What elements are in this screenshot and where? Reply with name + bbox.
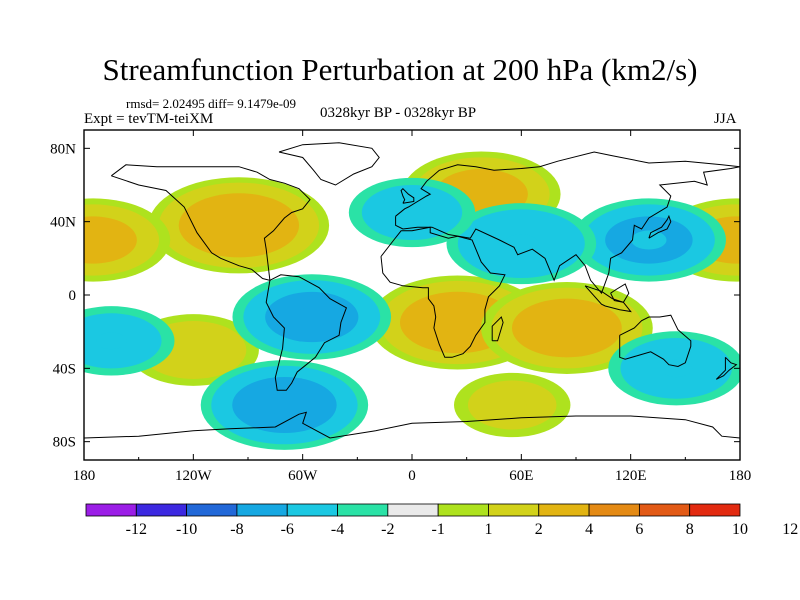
colorbar-swatch (186, 503, 238, 517)
colorbar-label: -10 (176, 521, 197, 538)
colorbar-swatch (588, 503, 640, 517)
field-core (463, 184, 500, 204)
lon-tick-label: 60E (509, 468, 533, 484)
field-core (504, 234, 539, 253)
colorbar-label: 1 (484, 521, 492, 538)
lon-tick-label: 180 (729, 468, 752, 484)
lat-tick-label: 40S (53, 361, 76, 377)
colorbar-label: -12 (126, 521, 147, 538)
colorbar-swatch (437, 503, 489, 517)
field-core (660, 359, 693, 378)
lon-tick-label: 120E (615, 468, 647, 484)
period-label: 0328kyr BP - 0328kyr BP (320, 105, 477, 121)
coastlines (84, 142, 740, 439)
field-core (631, 230, 667, 250)
experiment-label: Expt = tevTM-teiXM (84, 111, 214, 127)
season-label: JJA (714, 111, 737, 127)
field-anomaly (148, 177, 330, 274)
field-anomaly (608, 331, 740, 406)
borneo-coast (610, 283, 630, 303)
field-anomaly (232, 274, 392, 360)
colorbar-swatch (689, 503, 741, 517)
field-anomaly (84, 198, 171, 282)
field-anomaly (446, 203, 597, 285)
field-core (218, 214, 259, 237)
new-zealand-coast (715, 356, 738, 380)
field-core (96, 332, 127, 350)
lat-tick-label: 40N (50, 215, 76, 231)
field-core (396, 204, 428, 221)
colorbar-swatch (387, 503, 439, 517)
lat-tick-label: 80S (53, 435, 76, 451)
indonesia-coast (584, 285, 632, 313)
lon-tick-label: 60W (288, 468, 318, 484)
field-anomaly (348, 177, 476, 248)
field-core (547, 317, 587, 339)
north-america-coast (110, 164, 311, 281)
colorbar-label: -8 (230, 521, 243, 538)
colorbar-label: 6 (635, 521, 643, 538)
colorbar-swatch (85, 503, 137, 517)
australia-coast (619, 314, 692, 368)
field-core (265, 394, 304, 416)
field-core (437, 312, 478, 333)
colorbar-swatch (236, 503, 288, 517)
plot-title: Streamfunction Perturbation at 200 hPa (… (102, 52, 698, 87)
map-axes: 180 120W 60W 0 60E 120E 180 80N 40N 0 40S 80S (50, 130, 751, 484)
lon-tick-label: 180 (73, 468, 96, 484)
madagascar-coast (491, 316, 504, 342)
eurasia-coast (395, 151, 740, 295)
colorbar-label: -1 (431, 521, 444, 538)
uk-coast (400, 187, 415, 204)
field-anomaly (84, 306, 175, 376)
antarctica-coast (84, 411, 740, 439)
field-anomaly (454, 372, 571, 438)
africa-coast (380, 226, 506, 358)
field-core (84, 230, 111, 250)
colorbar-label: 8 (686, 521, 694, 538)
south-america-coast (265, 274, 348, 391)
colorbar-label: 10 (732, 521, 748, 538)
colorbar-swatch (337, 503, 389, 517)
field-anomaly (200, 360, 369, 450)
lat-tick-label: 80N (50, 141, 76, 157)
rmsd-diff-line: rmsd= 2.02495 diff= 9.1479e-09 (126, 96, 297, 111)
field-core (177, 341, 209, 359)
colorbar-label: 4 (585, 521, 593, 538)
colorbar-label: -2 (381, 521, 394, 538)
colorbar-label: -4 (331, 521, 344, 538)
japan-coast (648, 214, 672, 239)
colorbar-swatch (488, 503, 540, 517)
map-frame (83, 129, 741, 461)
colorbar-label: -6 (281, 521, 294, 538)
colorbar: -12 -10 -8 -6 -4 -2 -1 1 2 4 6 8 10 12 (85, 503, 798, 538)
lon-tick-label: 0 (408, 468, 416, 484)
field-core (293, 307, 330, 327)
colorbar-label: 2 (535, 521, 543, 538)
lat-tick-label: 0 (69, 288, 77, 304)
colorbar-swatch (286, 503, 338, 517)
field-anomaly (481, 282, 653, 374)
colorbar-label: 12 (782, 521, 798, 538)
field-layer (84, 151, 740, 450)
greenland-coast (278, 142, 380, 186)
colorbar-swatch (135, 503, 188, 517)
lon-tick-label: 120W (175, 468, 213, 484)
colorbar-swatch (538, 503, 590, 517)
field-core (497, 397, 527, 413)
colorbar-swatch (638, 503, 691, 517)
